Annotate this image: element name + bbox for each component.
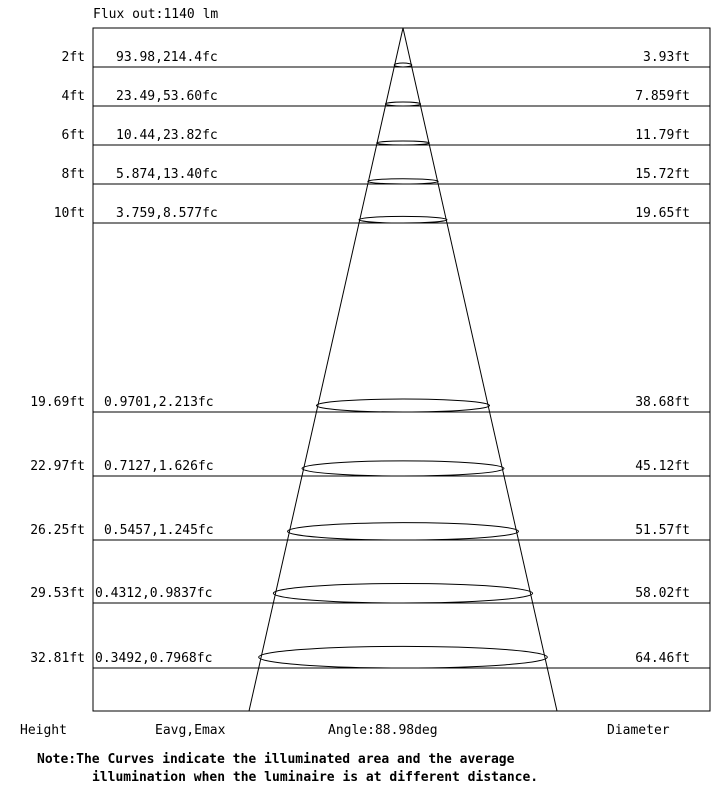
illuminance-value: 0.7127,1.626fc xyxy=(104,459,214,474)
height-value: 26.25ft xyxy=(30,523,85,538)
diameter-value: 19.65ft xyxy=(635,206,690,221)
height-value: 6ft xyxy=(62,128,85,143)
beam-cross-section xyxy=(272,583,534,604)
diagram-frame xyxy=(92,27,711,712)
beam-angle-label: Angle:88.98deg xyxy=(328,723,438,738)
illuminance-value: 0.4312,0.9837fc xyxy=(95,586,212,601)
height-value: 29.53ft xyxy=(30,586,85,601)
illuminance-value: 10.44,23.82fc xyxy=(116,128,218,143)
diameter-value: 11.79ft xyxy=(635,128,690,143)
beam-cross-section xyxy=(367,178,439,185)
flux-label: Flux out:1140 lm xyxy=(93,7,218,22)
illuminance-value: 3.759,8.577fc xyxy=(116,206,218,221)
note-line-2: illumination when the luminaire is at di… xyxy=(92,770,538,785)
beam-cross-section xyxy=(315,398,491,413)
diameter-value: 3.93ft xyxy=(643,50,690,65)
height-value: 2ft xyxy=(62,50,85,65)
height-value: 32.81ft xyxy=(30,651,85,666)
height-value: 8ft xyxy=(62,167,85,182)
beam-cross-section xyxy=(358,215,448,224)
diameter-value: 45.12ft xyxy=(635,459,690,474)
diameter-value: 64.46ft xyxy=(635,651,690,666)
illuminance-value: 93.98,214.4fc xyxy=(116,50,218,65)
diameter-value: 38.68ft xyxy=(635,395,690,410)
illuminance-value: 0.9701,2.213fc xyxy=(104,395,214,410)
diameter-value: 15.72ft xyxy=(635,167,690,182)
illuminance-value: 0.3492,0.7968fc xyxy=(95,651,212,666)
beam-cross-section xyxy=(301,460,505,477)
beam-edge-right xyxy=(402,27,558,712)
eavg-emax-column-label: Eavg,Emax xyxy=(155,723,226,738)
diameter-column-label: Diameter xyxy=(607,723,670,738)
beam-cross-section xyxy=(258,645,548,669)
illuminance-value: 5.874,13.40fc xyxy=(116,167,218,182)
beam-cross-section xyxy=(376,140,430,146)
illuminance-value: 23.49,53.60fc xyxy=(116,89,218,104)
beam-cross-section xyxy=(393,62,413,68)
height-value: 22.97ft xyxy=(30,459,85,474)
height-value: 10ft xyxy=(54,206,85,221)
height-value: 19.69ft xyxy=(30,395,85,410)
beam-cross-section xyxy=(384,101,422,107)
note-line-1: Note:The Curves indicate the illuminated… xyxy=(37,752,515,767)
height-value: 4ft xyxy=(62,89,85,104)
illuminance-value: 0.5457,1.245fc xyxy=(104,523,214,538)
diameter-value: 51.57ft xyxy=(635,523,690,538)
diameter-value: 7.859ft xyxy=(635,89,690,104)
beam-edge-left xyxy=(248,27,404,712)
distance-rows: 2ft 93.98,214.4fc 3.93ft 4ft 23.49,53.60fc 7.… xyxy=(30,50,710,669)
beam-cross-section xyxy=(287,522,519,541)
height-column-label: Height xyxy=(20,723,67,738)
diameter-value: 58.02ft xyxy=(635,586,690,601)
